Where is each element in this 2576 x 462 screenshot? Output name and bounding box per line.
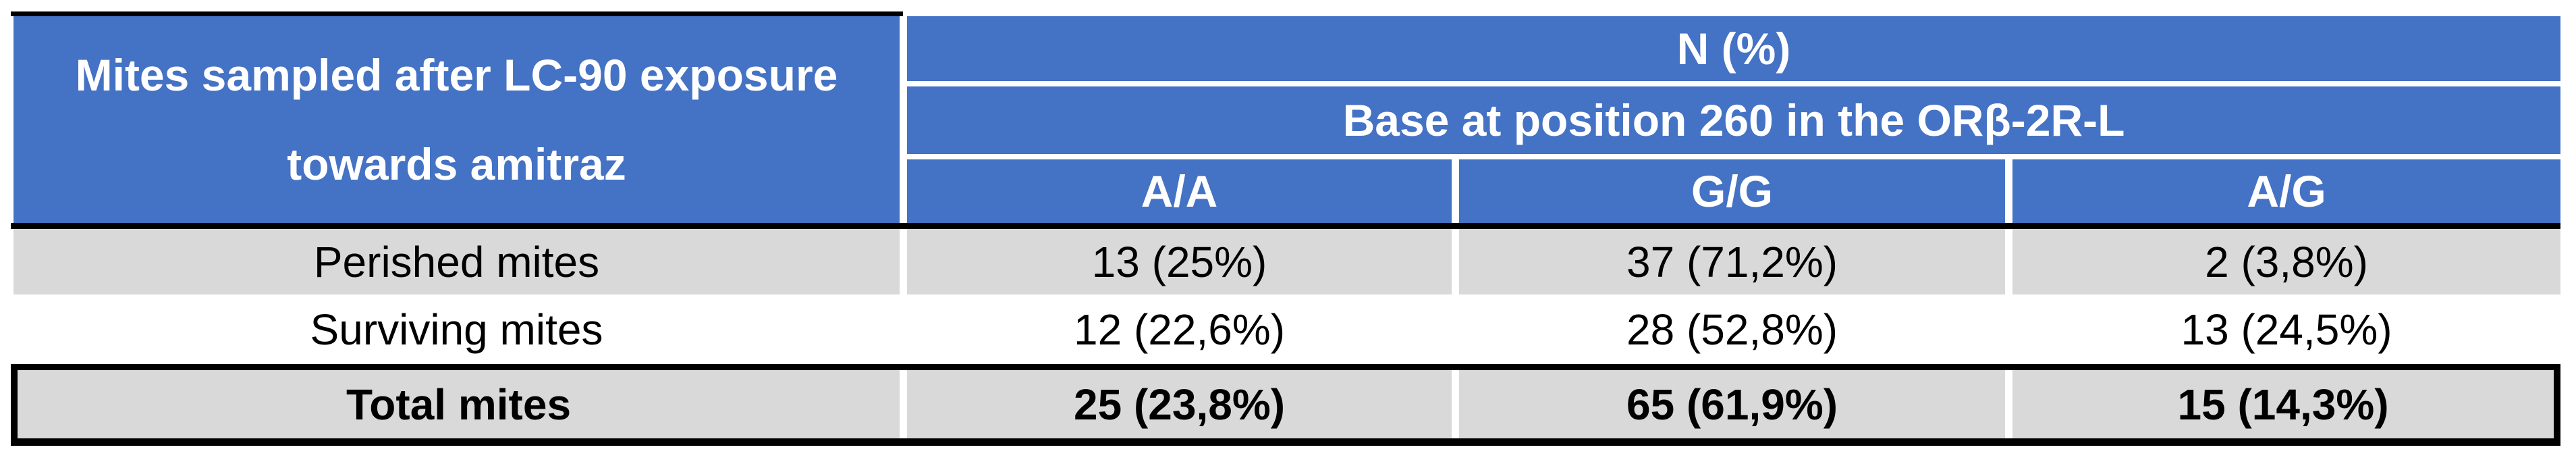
base-position-header-cell: Base at position 260 in the ORβ-2R-L [907,86,2560,154]
cell-perished-ag: 2 (3,8%) [2012,229,2560,294]
table-top-rule [11,11,903,16]
genotype-header-aa: A/A [907,159,1452,223]
header-bottom-rule [11,223,2560,229]
row-perished-label: Perished mites [13,229,900,294]
row-total-label: Total mites [18,370,900,438]
row-label-header-cell: Mites sampled after LC-90 exposure towar… [13,16,900,223]
genotype-header-gg: G/G [1459,159,2005,223]
cell-perished-gg: 37 (71,2%) [1459,229,2005,294]
cell-total-aa: 25 (23,8%) [907,370,1452,438]
genotype-header-ag: A/G [2012,159,2560,223]
cell-total-ag: 15 (14,3%) [2012,370,2554,438]
cell-surviving-aa: 12 (22,6%) [1073,305,1286,354]
cell-surviving-gg: 28 (52,8%) [1626,305,1838,354]
cell-surviving-ag: 13 (24,5%) [2181,305,2392,354]
cell-perished-aa: 13 (25%) [907,229,1452,294]
cell-total-gg: 65 (61,9%) [1459,370,2005,438]
n-percent-header-cell: N (%) [907,16,2560,81]
row-surviving-label: Surviving mites [310,305,603,354]
